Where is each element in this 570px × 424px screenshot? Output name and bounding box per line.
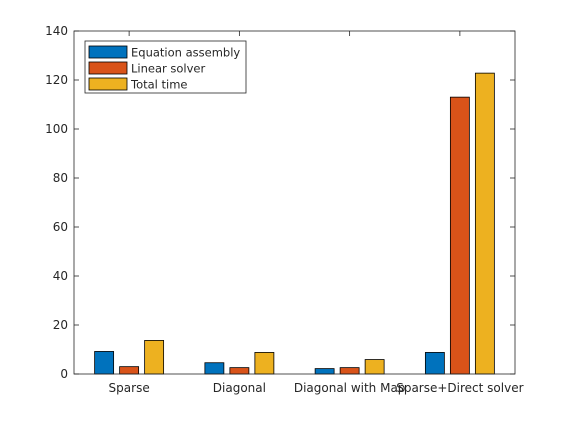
y-tick-label: 120	[45, 73, 68, 87]
y-tick-label: 20	[53, 318, 68, 332]
y-tick-label: 140	[45, 24, 68, 38]
legend-swatch	[88, 45, 128, 59]
bar-total-time	[254, 352, 275, 375]
bar-equation-assembly	[94, 351, 115, 375]
legend-label: Equation assembly	[131, 46, 240, 60]
bar-linear-solver	[119, 366, 140, 375]
legend-swatch	[88, 61, 128, 75]
bar-equation-assembly	[314, 368, 335, 375]
y-tick-label: 40	[53, 269, 68, 283]
legend-label: Linear solver	[131, 62, 205, 76]
y-tick-label: 80	[53, 171, 68, 185]
bar-linear-solver	[449, 96, 470, 375]
axes-box	[73, 30, 516, 375]
bar-total-time	[364, 359, 385, 375]
legend-swatch	[88, 77, 128, 91]
y-tick-label: 100	[45, 122, 68, 136]
bar-linear-solver	[229, 367, 250, 375]
x-tick-label: Sparse+Direct solver	[396, 381, 523, 395]
y-tick-label: 60	[53, 220, 68, 234]
x-tick-label: Sparse	[109, 381, 150, 395]
y-tick-label: 0	[60, 367, 68, 381]
x-tick-label: Diagonal with Map	[294, 381, 406, 395]
bar-equation-assembly	[204, 362, 225, 375]
bar-equation-assembly	[424, 352, 445, 375]
x-tick-label: Diagonal	[213, 381, 266, 395]
bar-linear-solver	[339, 367, 360, 375]
legend-label: Total time	[130, 78, 188, 92]
legend: Equation assembly Linear solver Total time	[84, 40, 247, 94]
bar-total-time	[144, 340, 165, 375]
bar-total-time	[474, 72, 495, 375]
